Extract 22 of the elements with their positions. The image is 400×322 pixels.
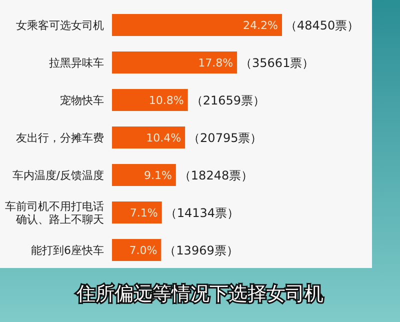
data-label: 7.1% bbox=[130, 206, 158, 220]
annotation: （35661票） bbox=[240, 56, 314, 70]
data-label: 24.2% bbox=[243, 19, 278, 32]
y-tick-label: 宠物快车 bbox=[60, 94, 104, 107]
y-tick-label: 友出行，分摊车费 bbox=[16, 132, 104, 144]
annotation: （14134票） bbox=[164, 206, 240, 220]
text: 住所偏远等情况下选择女司机 bbox=[76, 283, 324, 305]
data-label: 17.8% bbox=[198, 56, 234, 70]
annotation: （13969票） bbox=[164, 244, 238, 258]
annotation: （18248票） bbox=[178, 168, 254, 182]
y-tick-label: 拉黑异味车 bbox=[49, 56, 104, 70]
annotation: （48450票） bbox=[285, 18, 360, 32]
data-label: 10.8% bbox=[148, 94, 184, 107]
y-tick-label: 能打到6座快车 bbox=[31, 244, 104, 257]
y-tick-label: 车内温度/反馈温度 bbox=[12, 169, 104, 182]
annotation: （21659票） bbox=[190, 94, 266, 108]
annotation: （20795票） bbox=[188, 131, 262, 145]
data-label: 10.4% bbox=[146, 132, 182, 144]
y-tick-label: 女乘客可选女司机 bbox=[16, 19, 104, 32]
data-label: 7.0% bbox=[129, 244, 158, 257]
data-label: 9.1% bbox=[144, 169, 172, 182]
y-tick-label: 车前司机不用打电话确认、路上不聊天 bbox=[5, 200, 104, 226]
